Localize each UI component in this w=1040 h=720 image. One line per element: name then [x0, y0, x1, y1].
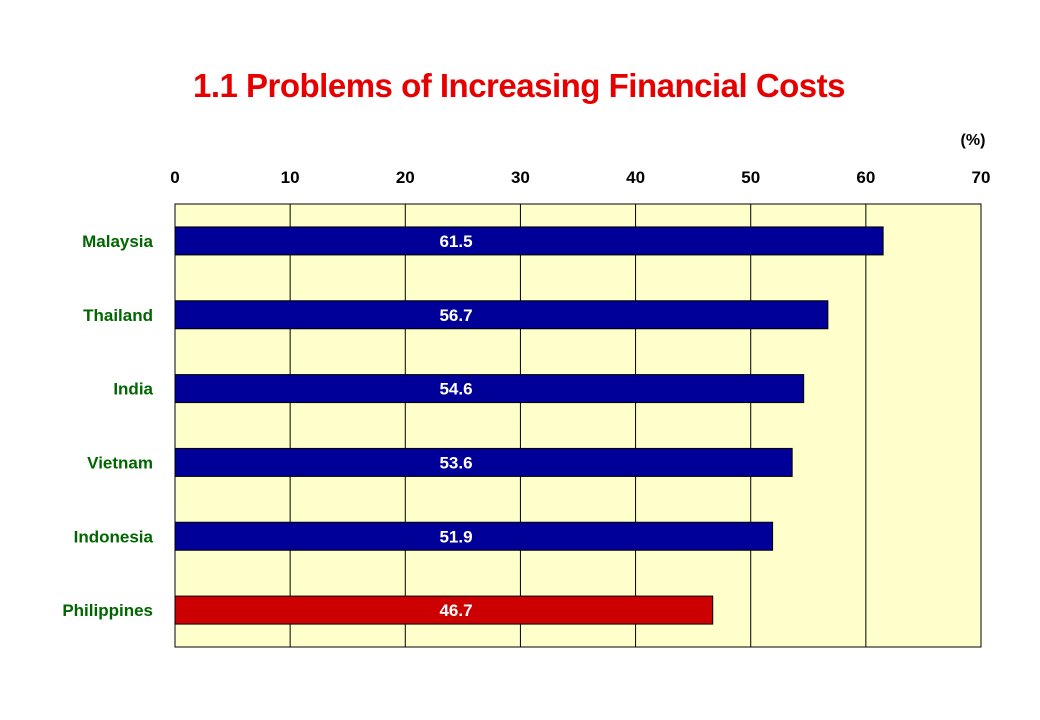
category-label-vietnam: Vietnam — [87, 453, 153, 472]
chart-title: 1.1 Problems of Increasing Financial Cos… — [193, 67, 845, 104]
bar-india — [174, 374, 805, 404]
plot-border — [174, 203, 982, 648]
bar-philippines — [174, 595, 714, 625]
value-label-vietnam: 53.6 — [439, 453, 472, 472]
bar-indonesia — [174, 521, 774, 551]
x-axis-ticks: 0 10 20 30 40 50 60 70 — [170, 168, 990, 187]
gridlines — [289, 204, 867, 647]
x-tick-label-0: 0 — [170, 168, 179, 187]
value-label-indonesia: 51.9 — [439, 527, 472, 546]
x-tick-label-60: 60 — [856, 168, 875, 187]
bar-thailand — [174, 300, 829, 330]
value-label-india: 54.6 — [439, 380, 472, 399]
category-label-thailand: Thailand — [83, 306, 153, 325]
value-label-thailand: 56.7 — [439, 306, 472, 325]
x-tick-label-70: 70 — [972, 168, 991, 187]
x-tick-label-30: 30 — [511, 168, 530, 187]
x-tick-label-20: 20 — [396, 168, 415, 187]
category-label-malaysia: Malaysia — [82, 232, 153, 251]
x-tick-label-40: 40 — [626, 168, 645, 187]
bars — [174, 226, 884, 625]
bar-vietnam — [174, 447, 793, 477]
category-label-india: India — [113, 380, 153, 399]
bar-malaysia — [174, 226, 884, 256]
x-tick-label-50: 50 — [741, 168, 760, 187]
x-tick-label-10: 10 — [281, 168, 300, 187]
plot-area — [175, 204, 981, 647]
category-label-indonesia: Indonesia — [74, 527, 154, 546]
category-label-philippines: Philippines — [62, 601, 153, 620]
value-label-malaysia: 61.5 — [439, 232, 472, 251]
value-labels: 61.5 56.7 54.6 53.6 51.9 46.7 — [439, 232, 472, 620]
unit-label: (%) — [961, 132, 986, 149]
value-label-philippines: 46.7 — [439, 601, 472, 620]
category-labels: Malaysia Thailand India Vietnam Indonesia Phi… — [62, 232, 153, 620]
